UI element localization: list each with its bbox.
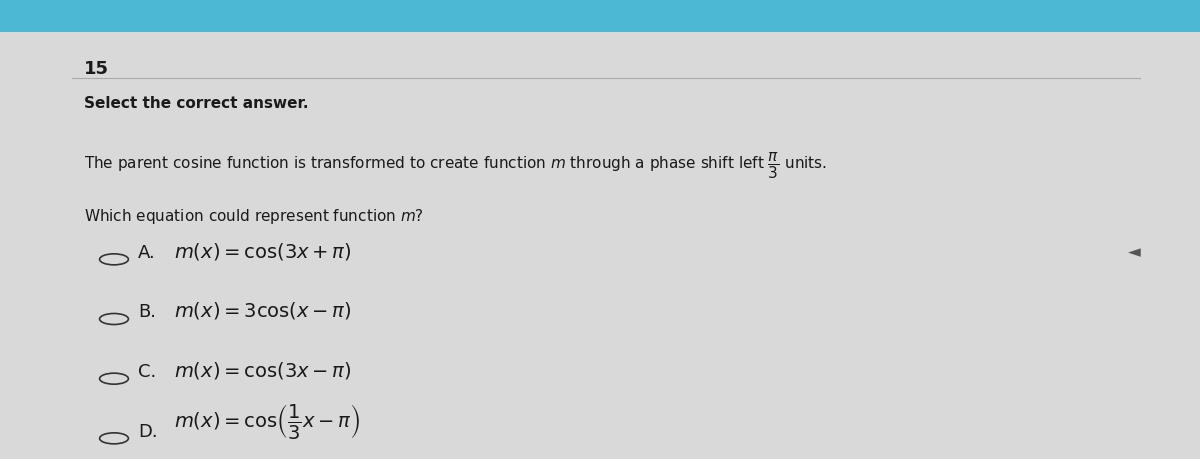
Text: $m(x) = 3\cos(x - \pi)$: $m(x) = 3\cos(x - \pi)$ bbox=[174, 300, 352, 321]
Text: $m(x) = \cos(3x + \pi)$: $m(x) = \cos(3x + \pi)$ bbox=[174, 241, 352, 262]
Text: D.: D. bbox=[138, 423, 157, 441]
Text: C.: C. bbox=[138, 363, 156, 381]
Text: $m(x) = \cos\!\left(\dfrac{1}{3}x - \pi\right)$: $m(x) = \cos\!\left(\dfrac{1}{3}x - \pi\… bbox=[174, 402, 360, 441]
Text: ◄: ◄ bbox=[1128, 243, 1141, 262]
Text: 15: 15 bbox=[84, 60, 109, 78]
Text: A.: A. bbox=[138, 244, 156, 262]
Text: Select the correct answer.: Select the correct answer. bbox=[84, 96, 308, 112]
Text: Which equation could represent function $m$?: Which equation could represent function … bbox=[84, 207, 424, 225]
Text: $m(x) = \cos(3x - \pi)$: $m(x) = \cos(3x - \pi)$ bbox=[174, 360, 352, 381]
Text: The parent cosine function is transformed to create function $m$ through a phase: The parent cosine function is transforme… bbox=[84, 151, 827, 181]
Text: B.: B. bbox=[138, 303, 156, 321]
